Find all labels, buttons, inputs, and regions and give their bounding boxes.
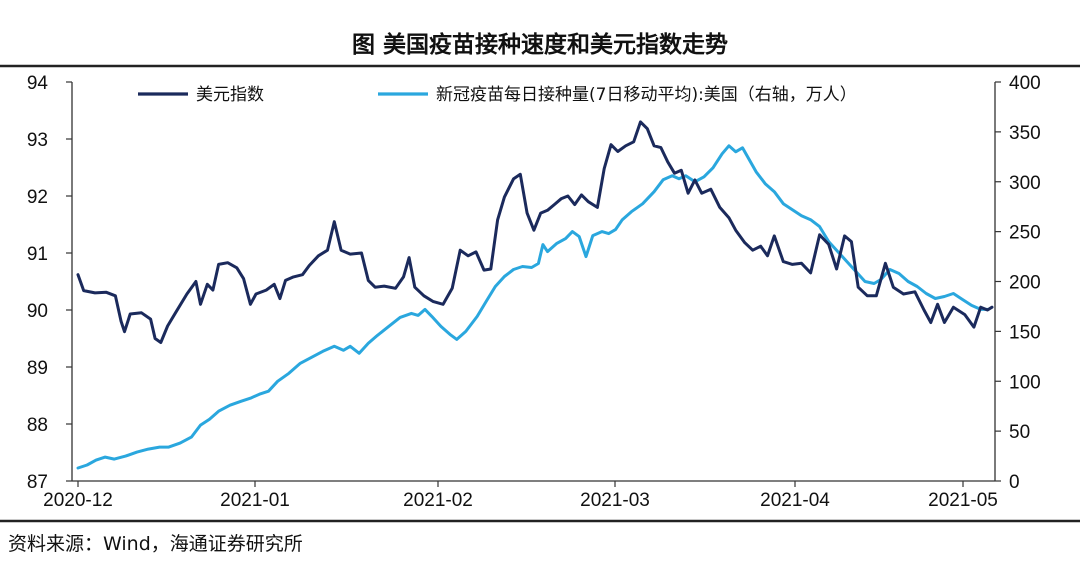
chart-title: 图 美国疫苗接种速度和美元指数走势: [352, 31, 728, 58]
legend: 美元指数 新冠疫苗每日接种量(7日移动平均):美国（右轴，万人）: [138, 85, 857, 105]
x-tick-label: 2021-05: [928, 490, 998, 511]
series-layer: [76, 120, 994, 470]
right-tick-label: 100: [1009, 372, 1041, 393]
left-tick-label: 90: [27, 301, 48, 322]
x-tick-label: 2020-12: [43, 490, 113, 511]
right-axis-ticks: 0 50 100 150 200 250 300 350 400: [995, 73, 1041, 493]
left-tick-label: 89: [27, 358, 48, 379]
x-tick-label: 2021-02: [403, 490, 473, 511]
x-axis-ticks: 2020-12 2021-01 2021-02 2021-03 2021-04 2021-…: [43, 481, 998, 511]
right-tick-label: 150: [1009, 322, 1041, 343]
left-tick-label: 88: [27, 415, 48, 436]
right-tick-label: 350: [1009, 123, 1041, 144]
legend-label-vaccine: 新冠疫苗每日接种量(7日移动平均):美国（右轴，万人）: [436, 85, 857, 105]
left-tick-label: 92: [27, 187, 48, 208]
vaccine-series-line: [76, 144, 989, 470]
right-tick-label: 200: [1009, 273, 1041, 294]
x-tick-label: 2021-01: [220, 490, 290, 511]
left-tick-label: 93: [27, 130, 48, 151]
right-tick-label: 0: [1009, 472, 1020, 493]
x-tick-label: 2021-03: [580, 490, 650, 511]
right-tick-label: 250: [1009, 223, 1041, 244]
right-tick-label: 400: [1009, 73, 1041, 94]
left-tick-label: 91: [27, 244, 48, 265]
x-tick-label: 2021-04: [760, 490, 830, 511]
left-axis-ticks: 87 88 89 90 91 92 93 94: [27, 73, 72, 493]
source-note: 资料来源：Wind，海通证券研究所: [8, 533, 303, 555]
right-tick-label: 300: [1009, 173, 1041, 194]
left-tick-label: 87: [27, 472, 48, 493]
right-tick-label: 50: [1009, 422, 1030, 443]
usd-index-series-line: [76, 120, 994, 344]
left-tick-label: 94: [27, 73, 49, 94]
legend-label-usd: 美元指数: [196, 85, 264, 105]
